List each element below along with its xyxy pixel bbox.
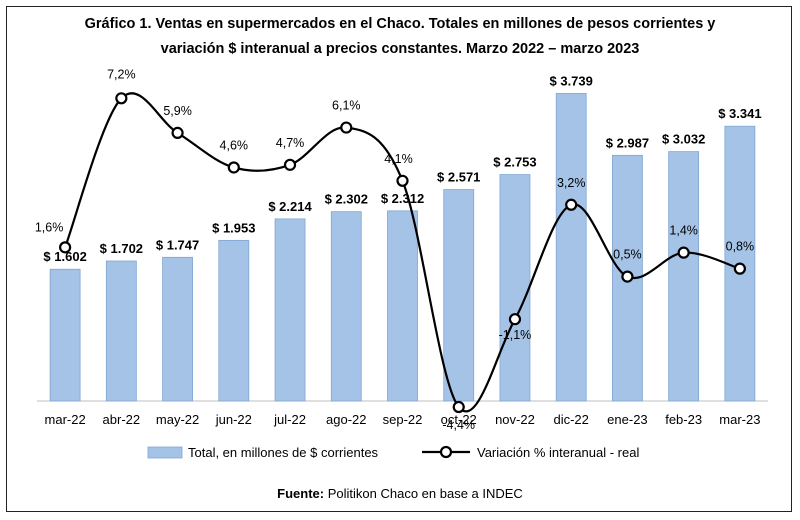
line-point-abr-22	[115, 92, 128, 105]
x-tick-may-22: may-22	[156, 412, 199, 427]
line-point-sep-22	[396, 174, 409, 187]
line-point-oct-22	[452, 400, 465, 414]
bar-label-jul-22: $ 2.214	[268, 199, 312, 214]
x-tick-nov-22: nov-22	[495, 412, 535, 427]
line-label-sep-22: 4,1%	[384, 152, 413, 166]
line-label-jul-22: 4,7%	[276, 136, 305, 150]
chart-frame	[6, 6, 792, 512]
bar-oct-22	[443, 189, 475, 402]
bar-label-sep-22: $ 2.312	[381, 191, 424, 206]
bar-label-mar-22: $ 1.602	[43, 249, 86, 264]
line-label-mar-23: 0,8%	[726, 240, 755, 254]
bar-label-ene-23: $ 2.987	[606, 135, 649, 150]
line-label-may-22: 5,9%	[163, 104, 192, 118]
bar-nov-22	[499, 174, 531, 402]
line-label-nov-22: -1,1%	[499, 328, 532, 342]
bar-label-dic-22: $ 3.739	[550, 73, 593, 88]
bar-label-nov-22: $ 2.753	[493, 155, 536, 170]
x-tick-oct-22: oct-22	[441, 412, 477, 427]
line-point-nov-22	[508, 313, 522, 326]
bar-feb-23	[668, 151, 700, 402]
line-point-dic-22	[565, 198, 578, 211]
x-tick-mar-23: mar-23	[719, 412, 760, 427]
line-point-mar-23	[733, 262, 746, 275]
bar-label-feb-23: $ 3.032	[662, 132, 705, 147]
bar-label-oct-22: $ 2.571	[437, 170, 480, 185]
bar-label-mar-23: $ 3.341	[718, 106, 761, 121]
legend-bar-label: Total, en millones de $ corrientes	[188, 445, 379, 460]
line-label-ago-22: 6,1%	[332, 99, 361, 113]
x-tick-jun-22: jun-22	[215, 412, 252, 427]
bar-jul-22	[274, 218, 306, 402]
line-point-jul-22	[283, 158, 297, 171]
line-point-ago-22	[340, 121, 353, 134]
line-point-ene-23	[621, 270, 634, 283]
x-tick-ene-23: ene-23	[607, 412, 647, 427]
line-label-oct-22: -4,4%	[442, 418, 475, 432]
bar-mar-22	[49, 268, 81, 402]
bar-abr-22	[105, 260, 137, 402]
line-point-feb-23	[677, 246, 690, 259]
bar-sep-22	[387, 210, 418, 402]
source-label: Fuente:	[277, 486, 325, 501]
x-tick-sep-22: sep-22	[383, 412, 423, 427]
line-point-may-22	[171, 126, 184, 139]
bar-ago-22	[330, 211, 362, 402]
x-tick-dic-22: dic-22	[553, 412, 588, 427]
chart-title-line-1: Gráfico 1. Ventas en supermercados en el…	[84, 16, 716, 32]
x-tick-ago-22: ago-22	[326, 412, 366, 427]
x-tick-jul-22: jul-22	[273, 412, 306, 427]
line-label-mar-22: 1,6%	[35, 220, 64, 234]
bar-label-jun-22: $ 1.953	[212, 220, 255, 235]
x-tick-abr-22: abr-22	[103, 412, 141, 427]
bar-may-22	[162, 256, 193, 402]
chart-title: Gráfico 1. Ventas en supermercados en el…	[20, 12, 780, 62]
line-point-mar-22	[59, 241, 72, 254]
source-text: Politikon Chaco en base a INDEC	[324, 486, 523, 501]
line-label-feb-23: 1,4%	[669, 224, 698, 238]
bar-jun-22	[218, 239, 250, 402]
bar-label-may-22: $ 1.747	[156, 237, 199, 252]
x-tick-feb-23: feb-23	[665, 412, 702, 427]
line-label-dic-22: 3,2%	[557, 176, 586, 190]
line-label-abr-22: 7,2%	[107, 67, 136, 81]
legend-line-marker	[439, 445, 453, 459]
bar-label-ago-22: $ 2.302	[325, 192, 368, 207]
line-label-jun-22: 4,6%	[220, 138, 249, 152]
bar-dic-22	[555, 93, 587, 402]
chart-title-line-2: variación $ interanual a precios constan…	[160, 41, 640, 57]
legend-line-label: Variación % interanual - real	[477, 445, 639, 460]
bar-label-abr-22: $ 1.702	[100, 241, 143, 256]
x-tick-mar-22: mar-22	[45, 412, 86, 427]
line-point-jun-22	[227, 161, 240, 174]
line-label-ene-23: 0,5%	[613, 248, 642, 262]
source-note: Fuente: Politikon Chaco en base a INDEC	[0, 486, 800, 501]
legend-bar-swatch	[147, 446, 183, 459]
